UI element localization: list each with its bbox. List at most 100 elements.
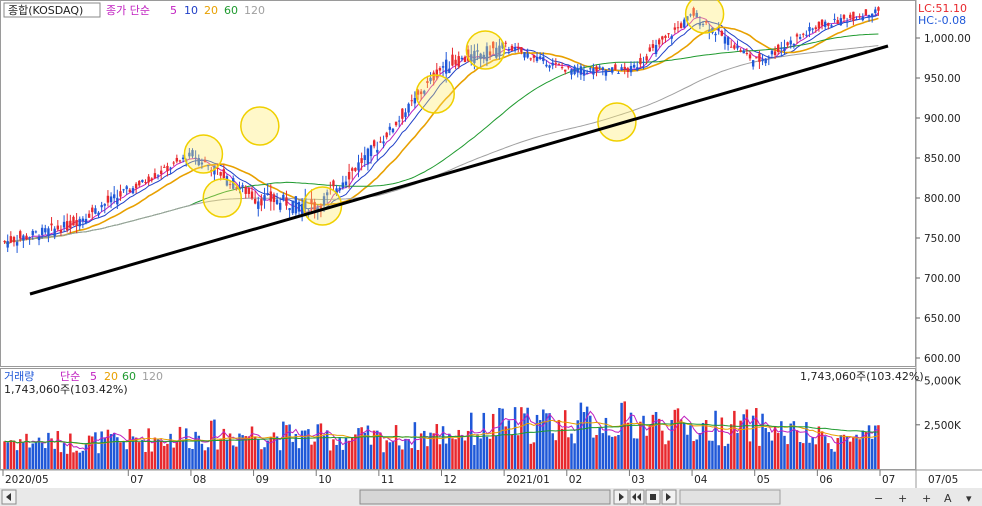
- volume-right-readout: 1,743,060주(103.42%): [800, 370, 924, 383]
- candle-body: [357, 162, 360, 171]
- price-tick-label: 1,000.00: [924, 33, 971, 45]
- zoom-track[interactable]: [679, 489, 781, 505]
- highlight-circle: [465, 30, 506, 70]
- volume-bar: [504, 426, 507, 469]
- candle-body: [867, 14, 871, 18]
- volume-bar: [501, 408, 504, 469]
- volume-bar: [758, 445, 761, 469]
- scrollbar-thumb[interactable]: [359, 489, 611, 505]
- volume-bar: [366, 425, 370, 469]
- volume-ma-label: 단순: [60, 370, 80, 383]
- candle-body: [664, 35, 667, 38]
- volume-bar: [457, 429, 460, 469]
- volume-bar: [698, 433, 702, 469]
- candle-body: [783, 47, 786, 51]
- candle-body: [636, 67, 639, 71]
- date-tick-label: 07: [130, 474, 143, 486]
- candle-body: [122, 189, 125, 191]
- candle-body: [805, 34, 808, 36]
- volume-bar: [748, 441, 752, 469]
- volume-bar: [429, 432, 432, 469]
- candle-body: [745, 52, 749, 54]
- volume-bar: [711, 440, 714, 469]
- candle-body: [113, 194, 116, 199]
- volume-bar: [729, 424, 733, 469]
- zoom-in-icon[interactable]: +: [898, 492, 907, 505]
- candle-body: [19, 231, 22, 239]
- volume-bar: [551, 433, 554, 469]
- volume-bar: [739, 420, 742, 469]
- volume-bar: [225, 439, 229, 469]
- volume-bar: [833, 451, 836, 469]
- price-ma-label: 종가 단순: [106, 4, 150, 17]
- volume-bar: [632, 438, 636, 469]
- candle-body: [689, 14, 692, 16]
- volume-bar: [401, 449, 404, 469]
- candle-body: [526, 53, 529, 58]
- volume-bar: [416, 449, 420, 469]
- volume-bar: [751, 415, 755, 469]
- volume-bar: [419, 433, 423, 469]
- fit-icon[interactable]: +: [922, 492, 931, 505]
- candle-body: [360, 158, 363, 164]
- volume-bar: [94, 432, 97, 469]
- candle-body: [322, 196, 326, 206]
- volume-bar: [65, 453, 69, 469]
- volume-bar: [335, 444, 338, 469]
- date-tick-label: 03: [631, 474, 644, 486]
- volume-bar: [122, 441, 125, 469]
- price-tick-label: 850.00: [924, 153, 961, 165]
- candle-body: [770, 50, 774, 55]
- volume-bar: [817, 426, 821, 469]
- volume-bar: [805, 422, 808, 469]
- candle-body: [523, 52, 526, 58]
- volume-bar: [538, 420, 542, 469]
- volume-bar: [206, 447, 210, 469]
- date-tick-label: 02: [569, 474, 582, 486]
- volume-bar: [81, 450, 85, 469]
- volume-bar: [56, 431, 60, 469]
- volume-bar: [222, 428, 226, 469]
- candle-body: [87, 213, 91, 218]
- highlight-circle: [302, 186, 343, 226]
- candle-body: [576, 68, 579, 73]
- volume-bar: [642, 415, 645, 469]
- candle-body: [648, 47, 651, 52]
- zoom-out-icon[interactable]: −: [874, 492, 883, 505]
- candle-body: [564, 69, 567, 72]
- volume-bar: [369, 444, 373, 469]
- volume-bar: [200, 443, 204, 469]
- candle-body: [354, 167, 357, 171]
- candle-body: [31, 230, 34, 236]
- volume-bar: [601, 433, 605, 469]
- volume-bar: [858, 439, 861, 469]
- candle-body: [94, 208, 97, 214]
- candle-body: [313, 201, 316, 211]
- candle-body: [44, 228, 47, 233]
- volume-bar: [808, 442, 811, 469]
- volume-bar: [316, 424, 320, 469]
- volume-bar: [203, 450, 207, 469]
- volume-bar: [798, 442, 802, 469]
- candle-body: [786, 42, 789, 46]
- candle-body: [764, 58, 767, 64]
- candle-body: [670, 36, 673, 39]
- settings-icon[interactable]: ▾: [966, 492, 972, 505]
- volume-bar: [786, 444, 789, 469]
- candle-body: [40, 227, 44, 236]
- date-tick-label: 10: [318, 474, 331, 486]
- candle-body: [808, 27, 811, 32]
- candle-body: [423, 90, 426, 94]
- candle-body: [827, 23, 830, 26]
- candle-body: [416, 90, 420, 95]
- candle-body: [877, 7, 880, 11]
- auto-icon[interactable]: A: [944, 492, 952, 505]
- volume-bar: [210, 420, 213, 469]
- candle-body: [279, 202, 282, 210]
- candle-body: [197, 157, 200, 166]
- volume-bar: [91, 436, 94, 469]
- symbol-label[interactable]: 종합(KOSDAQ): [8, 4, 83, 17]
- volume-bar: [720, 417, 724, 469]
- symbol-box[interactable]: [3, 2, 101, 18]
- volume-bar: [300, 430, 304, 469]
